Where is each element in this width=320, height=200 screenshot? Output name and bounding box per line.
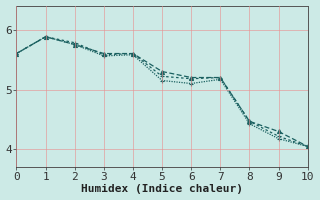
- X-axis label: Humidex (Indice chaleur): Humidex (Indice chaleur): [81, 184, 243, 194]
